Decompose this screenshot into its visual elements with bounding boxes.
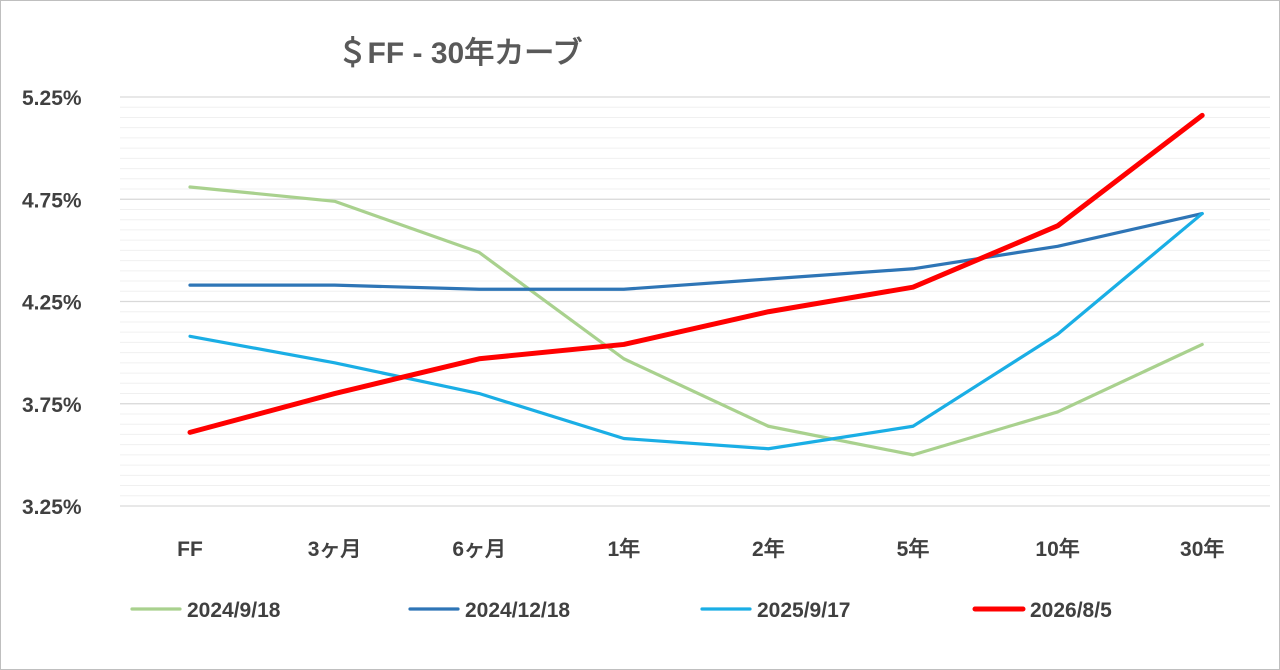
legend: 2024/9/18 2024/12/18 2025/9/17 2026/8/5	[130, 599, 1112, 622]
series-line	[187, 112, 1205, 435]
x-axis-labels: FF 3ヶ月 6ヶ月 1年 2年 5年 10年 30年	[177, 537, 1224, 561]
y-axis-labels: 5.25% 4.75% 4.25% 3.75% 3.25%	[22, 87, 82, 519]
y-tick-label: 3.25%	[22, 496, 82, 519]
y-tick-label: 5.25%	[22, 87, 82, 110]
legend-label: 2026/8/5	[1030, 599, 1112, 622]
x-tick-label: 5年	[897, 537, 930, 561]
series-line	[188, 185, 1204, 457]
legend-label: 2025/9/17	[757, 599, 850, 622]
y-tick-label: 3.75%	[22, 394, 82, 417]
series-line	[188, 211, 1204, 291]
legend-label: 2024/9/18	[187, 599, 281, 622]
y-tick-label: 4.25%	[22, 292, 82, 315]
y-tick-label: 4.75%	[22, 189, 82, 212]
x-tick-label: 2年	[752, 537, 785, 561]
chart-title: ＄FF - 30年カーブ	[337, 37, 583, 70]
series-line	[188, 211, 1204, 451]
x-tick-label: 10年	[1035, 537, 1079, 561]
series-lines	[187, 112, 1205, 457]
x-tick-label: 6ヶ月	[452, 538, 506, 561]
x-tick-label: 1年	[607, 537, 640, 561]
x-tick-label: 3ヶ月	[308, 538, 362, 561]
x-tick-label: FF	[177, 538, 203, 561]
legend-label: 2024/12/18	[465, 599, 570, 622]
x-tick-label: 30年	[1180, 537, 1224, 561]
